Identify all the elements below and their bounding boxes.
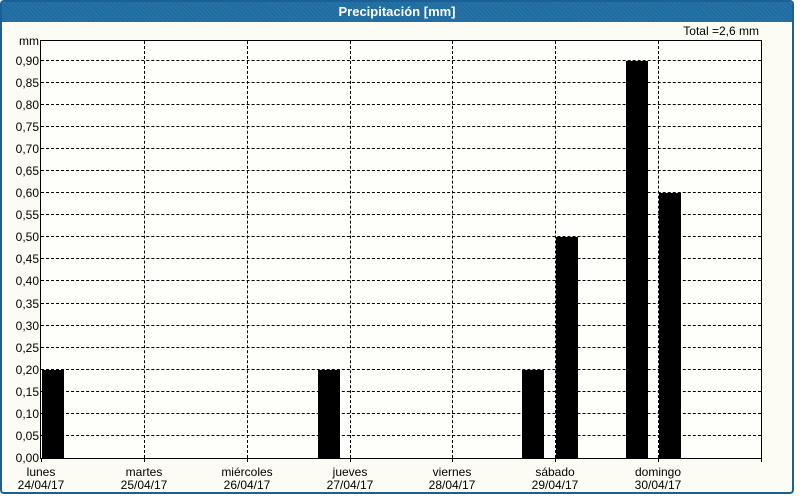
precipitation-bar [42, 370, 64, 458]
x-day-name-label: martes [125, 465, 163, 479]
x-day-date-label: 29/04/17 [531, 478, 579, 492]
precipitation-bar [318, 370, 340, 458]
gridline-horizontal [41, 258, 761, 259]
y-tick-label: 0,15 [15, 385, 39, 399]
precipitation-bar [556, 237, 578, 458]
y-tick-label: 0,55 [15, 208, 39, 222]
y-tick-label: 0,10 [15, 407, 39, 421]
total-annotation: Total =2,6 mm [683, 24, 759, 38]
gridline-horizontal [41, 435, 761, 436]
y-tick-label: 0,25 [15, 341, 39, 355]
x-axis-tick [247, 458, 248, 462]
gridline-horizontal [41, 192, 761, 193]
gridline-vertical [658, 41, 659, 458]
gridline-horizontal [41, 347, 761, 348]
gridline-horizontal [41, 126, 761, 127]
y-tick-label: 0,70 [15, 142, 39, 156]
gridline-horizontal [41, 369, 761, 370]
y-tick-label: 0,60 [15, 186, 39, 200]
x-day-name-label: miércoles [221, 465, 273, 479]
x-axis-tick [144, 458, 145, 462]
gridline-horizontal [41, 391, 761, 392]
y-tick-label: 0,30 [15, 319, 39, 333]
x-day-date-label: 25/04/17 [120, 478, 168, 492]
gridline-vertical [144, 41, 145, 458]
precipitation-bar [522, 370, 544, 458]
x-axis-tick [41, 458, 42, 462]
precipitation-bar [626, 61, 648, 458]
y-tick-label: 0,50 [15, 230, 39, 244]
x-axis-tick [350, 458, 351, 462]
plot-area [40, 40, 762, 462]
window-titlebar[interactable]: Precipitación [mm] [2, 2, 792, 22]
x-axis-tick [761, 458, 762, 462]
y-tick-label: 0,75 [15, 120, 39, 134]
x-day-date-label: 26/04/17 [223, 478, 271, 492]
y-tick-label: 0,20 [15, 363, 39, 377]
window-title: Precipitación [mm] [338, 4, 456, 19]
y-tick-label: 0,40 [15, 274, 39, 288]
x-day-name-label: domingo [634, 465, 682, 479]
gridline-horizontal [41, 303, 761, 304]
y-tick-label: 0,80 [15, 98, 39, 112]
gridline-vertical [452, 41, 453, 458]
gridline-vertical [350, 41, 351, 458]
precipitation-bar [659, 193, 681, 458]
x-day-name-label: lunes [26, 465, 56, 479]
gridline-horizontal [41, 82, 761, 83]
gridline-vertical [247, 41, 248, 458]
y-tick-label: 0,90 [15, 54, 39, 68]
gridline-horizontal [41, 325, 761, 326]
gridline-horizontal [41, 214, 761, 215]
y-tick-label: 0,00 [15, 451, 39, 465]
x-axis-tick [658, 458, 659, 462]
x-day-name-label: jueves [332, 465, 368, 479]
y-tick-label: 0,85 [15, 76, 39, 90]
x-axis-tick [452, 458, 453, 462]
x-day-date-label: 27/04/17 [326, 478, 374, 492]
x-axis-tick [555, 458, 556, 462]
y-tick-label: 0,05 [15, 429, 39, 443]
gridline-horizontal [41, 280, 761, 281]
gridline-horizontal [41, 413, 761, 414]
x-day-date-label: 28/04/17 [428, 478, 476, 492]
gridline-horizontal [41, 236, 761, 237]
y-tick-label: 0,35 [15, 297, 39, 311]
gridline-horizontal [41, 60, 761, 61]
gridline-horizontal [41, 148, 761, 149]
gridline-horizontal [41, 170, 761, 171]
y-tick-label: 0,45 [15, 252, 39, 266]
gridline-horizontal [41, 104, 761, 105]
gridline-vertical [555, 41, 556, 458]
x-day-name-label: viernes [432, 465, 472, 479]
x-day-date-label: 24/04/17 [17, 478, 65, 492]
y-axis-unit-label: mm [19, 34, 39, 48]
x-day-name-label: sábado [535, 465, 575, 479]
x-day-date-label: 30/04/17 [634, 478, 682, 492]
y-tick-label: 0,65 [15, 164, 39, 178]
